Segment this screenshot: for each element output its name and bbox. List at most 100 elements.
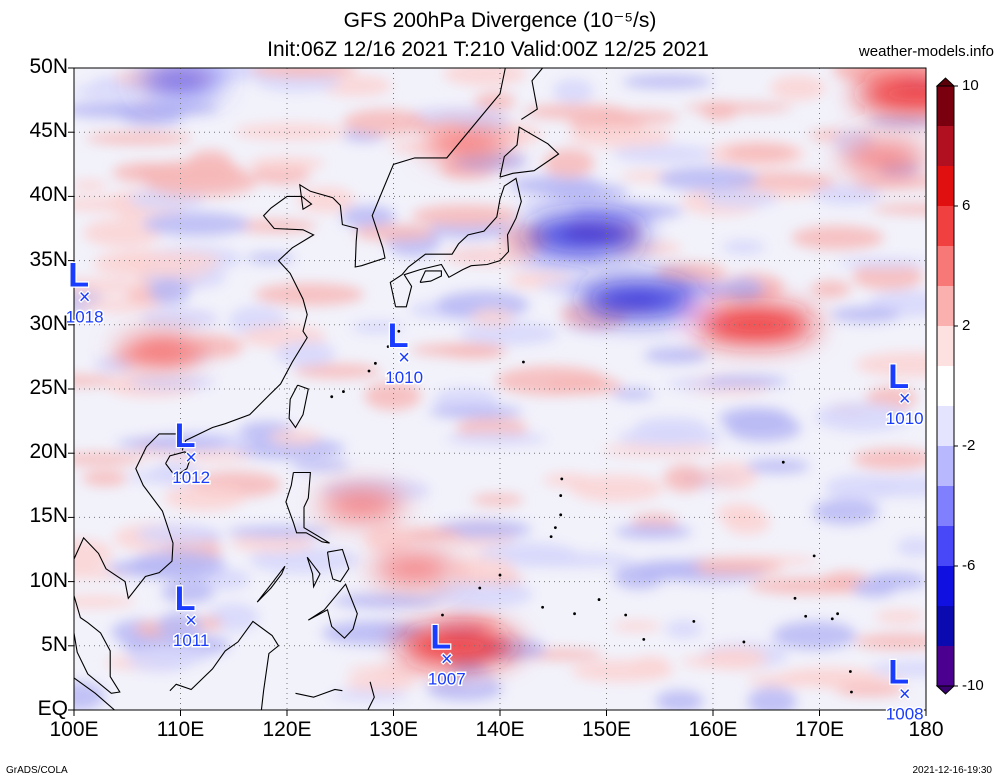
- coastline: [165, 451, 192, 478]
- colorbar-segment: [937, 166, 954, 207]
- divergence-maximum-red: [855, 75, 926, 112]
- colorbar-segment: [937, 286, 954, 327]
- island: [549, 535, 553, 539]
- divergence-maximum-red: [372, 553, 457, 584]
- coastline: [326, 548, 350, 583]
- low-center-marker: ×: [79, 287, 91, 309]
- longitude-label: 170E: [794, 718, 845, 741]
- latitude-label: EQ: [37, 697, 68, 720]
- colorbar-segment: [937, 646, 954, 687]
- site-credit: weather-models.info: [858, 43, 994, 60]
- longitude-label: 120E: [262, 718, 312, 741]
- low-pressure-value: 1008: [886, 704, 924, 723]
- map-subtitle: Init:06Z 12/16 2021 T:210 Valid:00Z 12/2…: [267, 38, 709, 61]
- colorbar-segment: [937, 566, 954, 607]
- colorbar-bottom-arrow: [935, 685, 956, 695]
- coastline: [308, 583, 358, 639]
- divergence-maximum-blue: [525, 216, 646, 253]
- island: [836, 612, 840, 616]
- colorbar-label: -2: [962, 437, 976, 454]
- low-center-marker: ×: [398, 347, 410, 369]
- low-symbol: L: [175, 417, 196, 455]
- island: [373, 361, 377, 365]
- low-symbol: L: [175, 580, 196, 618]
- island: [781, 460, 785, 464]
- island: [441, 613, 444, 617]
- island: [850, 690, 853, 694]
- island: [559, 494, 563, 497]
- colorbar-segment: [937, 246, 954, 287]
- low-center-marker: ×: [899, 683, 911, 705]
- low-pressure-value: 1007: [428, 670, 466, 689]
- longitude-label: 180: [908, 718, 944, 741]
- colorbar-segment: [937, 446, 954, 487]
- latitude-label: 45N: [29, 119, 68, 143]
- low-pressure-center: L×1011: [171, 579, 211, 652]
- island: [624, 613, 628, 617]
- island: [692, 620, 696, 623]
- divergence-maximum-blue: [138, 68, 223, 96]
- longitude-label: 110E: [156, 718, 205, 741]
- low-center-marker: ×: [899, 388, 911, 410]
- latitude-label: 30N: [29, 311, 68, 335]
- divergence-maximum-red: [695, 306, 816, 343]
- colorbar-label: 2: [962, 317, 971, 334]
- coastline: [367, 681, 375, 710]
- longitude-label: 160E: [688, 718, 738, 741]
- low-pressure-center: L×1007: [426, 617, 467, 690]
- colorbar-top-arrow: [935, 77, 956, 87]
- low-symbol: L: [888, 358, 909, 396]
- island: [559, 513, 563, 517]
- low-pressure-value: 1011: [173, 631, 210, 650]
- latitude-label: 15N: [29, 504, 68, 528]
- low-symbol: L: [888, 653, 909, 691]
- colorbar: [935, 77, 958, 695]
- low-pressure-value: 1010: [385, 368, 423, 387]
- divergence-maximum-red: [319, 489, 404, 520]
- island: [812, 554, 816, 558]
- island: [342, 390, 345, 393]
- colorbar-segment: [937, 606, 954, 647]
- colorbar-frame: [936, 85, 955, 687]
- coastline: [295, 688, 343, 698]
- map-title: GFS 200hPa Divergence (10⁻⁵/s): [343, 9, 657, 32]
- island: [597, 598, 601, 601]
- island: [830, 617, 834, 621]
- low-pressure-center: L×1008: [884, 652, 925, 725]
- island: [573, 612, 576, 616]
- footer-timestamp: 2021-12-16-19:30: [912, 765, 992, 776]
- latitude-label: 25N: [29, 376, 68, 399]
- map-grid: [74, 68, 926, 710]
- island: [397, 329, 401, 333]
- colorbar-segment: [937, 206, 954, 247]
- longitude-label: 150E: [581, 718, 632, 741]
- low-center-marker: ×: [185, 447, 197, 469]
- coastline: [306, 556, 321, 589]
- island: [522, 360, 525, 364]
- low-symbol: L: [430, 619, 451, 657]
- colorbar-label: -10: [962, 677, 984, 694]
- coastline: [521, 68, 544, 120]
- coastline: [285, 471, 330, 544]
- coastline: [288, 384, 309, 429]
- colorbar-segment: [937, 126, 954, 167]
- longitude-label: 100E: [49, 718, 99, 741]
- longitude-label: 140E: [475, 718, 525, 741]
- island: [541, 605, 544, 609]
- island: [642, 637, 646, 641]
- colorbar-label: 10: [962, 77, 979, 94]
- colorbar-segment: [937, 326, 954, 367]
- coastline: [499, 126, 560, 178]
- island: [330, 395, 334, 399]
- divergence-field: [74, 68, 926, 710]
- latitude-label: 10N: [29, 568, 68, 592]
- colorbar-label: 6: [962, 197, 971, 214]
- divergence-maximum-red: [397, 627, 518, 664]
- island: [553, 526, 557, 530]
- low-center-marker: ×: [441, 649, 453, 671]
- low-symbol: L: [388, 317, 409, 355]
- divergence-maximum-red: [426, 130, 511, 161]
- low-center-marker: ×: [185, 610, 197, 632]
